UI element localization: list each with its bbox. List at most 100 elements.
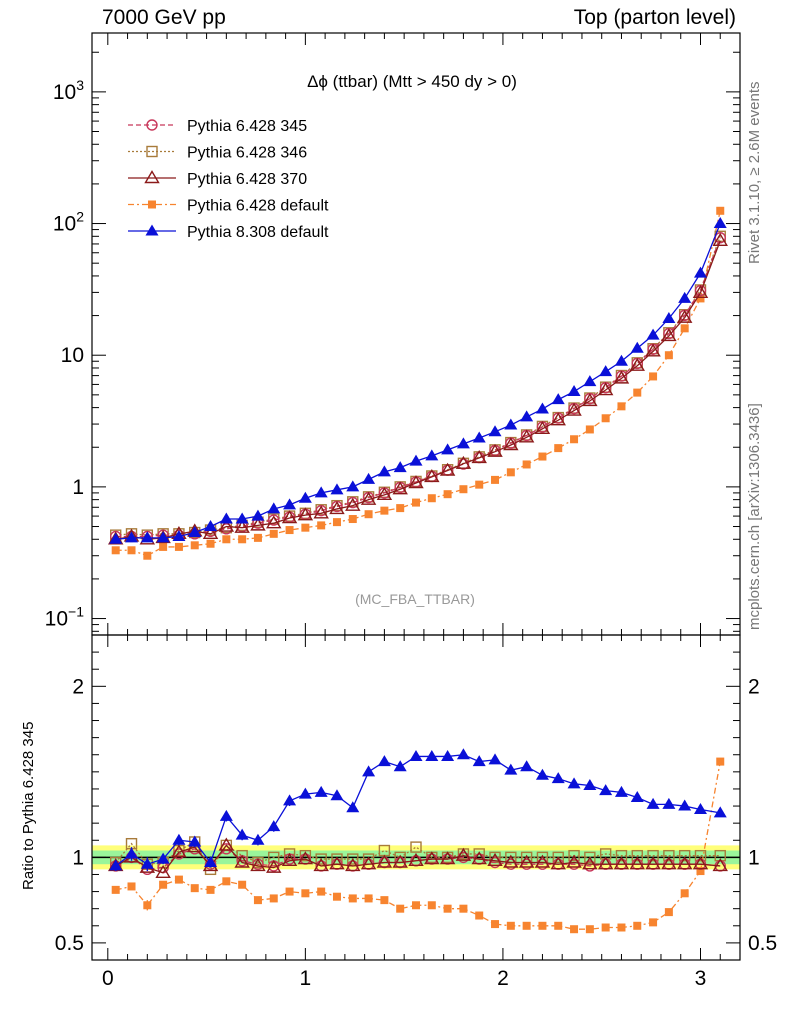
series-4-point [377, 465, 391, 477]
series-3-ratio-point [491, 920, 500, 929]
series-4-ratio-point [251, 833, 265, 845]
series-4-point [251, 509, 265, 521]
series-4-point [204, 520, 218, 532]
series-4-point [520, 410, 534, 422]
series-3-ratio-point [680, 889, 689, 898]
series-2-point [597, 382, 614, 396]
series-2-ratio-point [266, 859, 282, 873]
series-3-point [601, 414, 610, 423]
series-4-ratio-point [362, 765, 376, 777]
series-2-ratio-point [455, 847, 472, 861]
series-4-ratio-point [441, 749, 455, 761]
series-4-ratio-point [393, 760, 407, 772]
legend-entry-0: Pythia 6.428 345 [187, 118, 307, 135]
series-4-ratio-point [377, 755, 391, 767]
series-2-ratio-point [313, 858, 329, 872]
series-2-ratio-point [376, 854, 393, 868]
series-3-ratio-point [174, 875, 183, 884]
series-2-point [645, 343, 661, 357]
series-2-ratio-point [234, 854, 250, 868]
series-0-ratio-point [220, 843, 233, 855]
series-2-point [471, 450, 487, 464]
series-3-ratio-point [443, 904, 452, 913]
series-3-ratio-point [380, 896, 389, 905]
series-4-ratio-point [662, 797, 676, 809]
legend-marker-0 [146, 119, 158, 131]
series-2-point [360, 491, 377, 505]
series-2-point [518, 429, 535, 443]
ratio-y-tick-label: 1 [72, 846, 84, 869]
header-right: Top (parton level) [573, 6, 736, 29]
series-3-ratio-point [570, 925, 579, 934]
series-2-ratio-point [597, 856, 614, 870]
series-3-point [617, 402, 626, 411]
series-1-ratio-line [115, 841, 721, 871]
series-3-point [380, 506, 389, 515]
series-1-ratio-point [347, 853, 359, 865]
series-4-point [219, 512, 233, 524]
series-4-point [441, 443, 455, 455]
series-1-ratio-point [678, 849, 691, 862]
series-4-ratio-point [583, 779, 597, 791]
series-2-point [534, 420, 551, 435]
series-3-point [585, 425, 594, 434]
series-3-point [427, 494, 436, 503]
series-4-ratio-point [520, 760, 534, 772]
series-4-point [267, 502, 281, 514]
main-panel: 10−1 1 10 102 103 [45, 32, 741, 636]
legend-entry-4: Pythia 8.308 default [187, 224, 329, 241]
ratio-y-tick-label-right: 2 [748, 675, 760, 698]
series-2-point [376, 486, 393, 501]
series-1-ratio-point [631, 849, 643, 862]
series-3-ratio-point [111, 885, 120, 894]
series-3-point [696, 294, 705, 303]
ratio-y-tick-label-right: 0.5 [748, 932, 777, 955]
series-4-point [125, 531, 139, 543]
series-3-ratio-point [412, 901, 420, 910]
series-1-ratio-point [315, 853, 327, 865]
series-4-point [188, 526, 202, 538]
series-3-ratio-point [475, 911, 484, 920]
series-4-ratio-point [298, 787, 312, 799]
series-3-point [301, 523, 310, 532]
series-2-ratio-point [645, 856, 661, 870]
series-3-point [649, 372, 658, 381]
series-3-point [664, 351, 673, 360]
series-3-ratio-point [143, 901, 152, 910]
series-4-ratio-point [109, 859, 123, 871]
series-3-ratio-point [716, 757, 725, 766]
ratio-y-tick-label: 0.5 [55, 932, 84, 955]
series-2-point [392, 481, 408, 495]
series-0-point [457, 458, 470, 470]
series-3-point [348, 515, 357, 524]
series-3-point [538, 452, 547, 461]
series-1-ratio-point [615, 849, 628, 862]
series-3-point [238, 535, 247, 544]
series-4-point [140, 531, 154, 543]
series-4-point [172, 529, 186, 541]
series-4-point [456, 437, 470, 449]
series-3-ratio-point [585, 925, 594, 934]
series-2-ratio-point [424, 851, 440, 865]
series-3-ratio-point [633, 921, 642, 930]
series-1-ratio-point [299, 849, 312, 862]
series-2-ratio-point [360, 856, 377, 870]
series-2-point [692, 284, 709, 298]
series-3-ratio-point [664, 908, 673, 917]
series-2-point [712, 232, 728, 246]
series-2-point [218, 518, 235, 532]
series-2-point [503, 437, 519, 451]
series-4-ratio-point [567, 777, 581, 789]
series-2-point [202, 525, 219, 540]
series-4-point [614, 354, 628, 366]
series-2-ratio-line [115, 844, 721, 874]
series-2-point [266, 515, 282, 529]
series-2-ratio-point [408, 852, 424, 866]
series-4-point [551, 393, 565, 405]
series-2-point [676, 309, 693, 323]
series-3-point [554, 444, 563, 453]
legend-entry-2: Pythia 6.428 370 [187, 171, 307, 188]
series-3-point [491, 475, 500, 484]
series-3-point [190, 541, 199, 550]
series-4-point [662, 312, 676, 324]
